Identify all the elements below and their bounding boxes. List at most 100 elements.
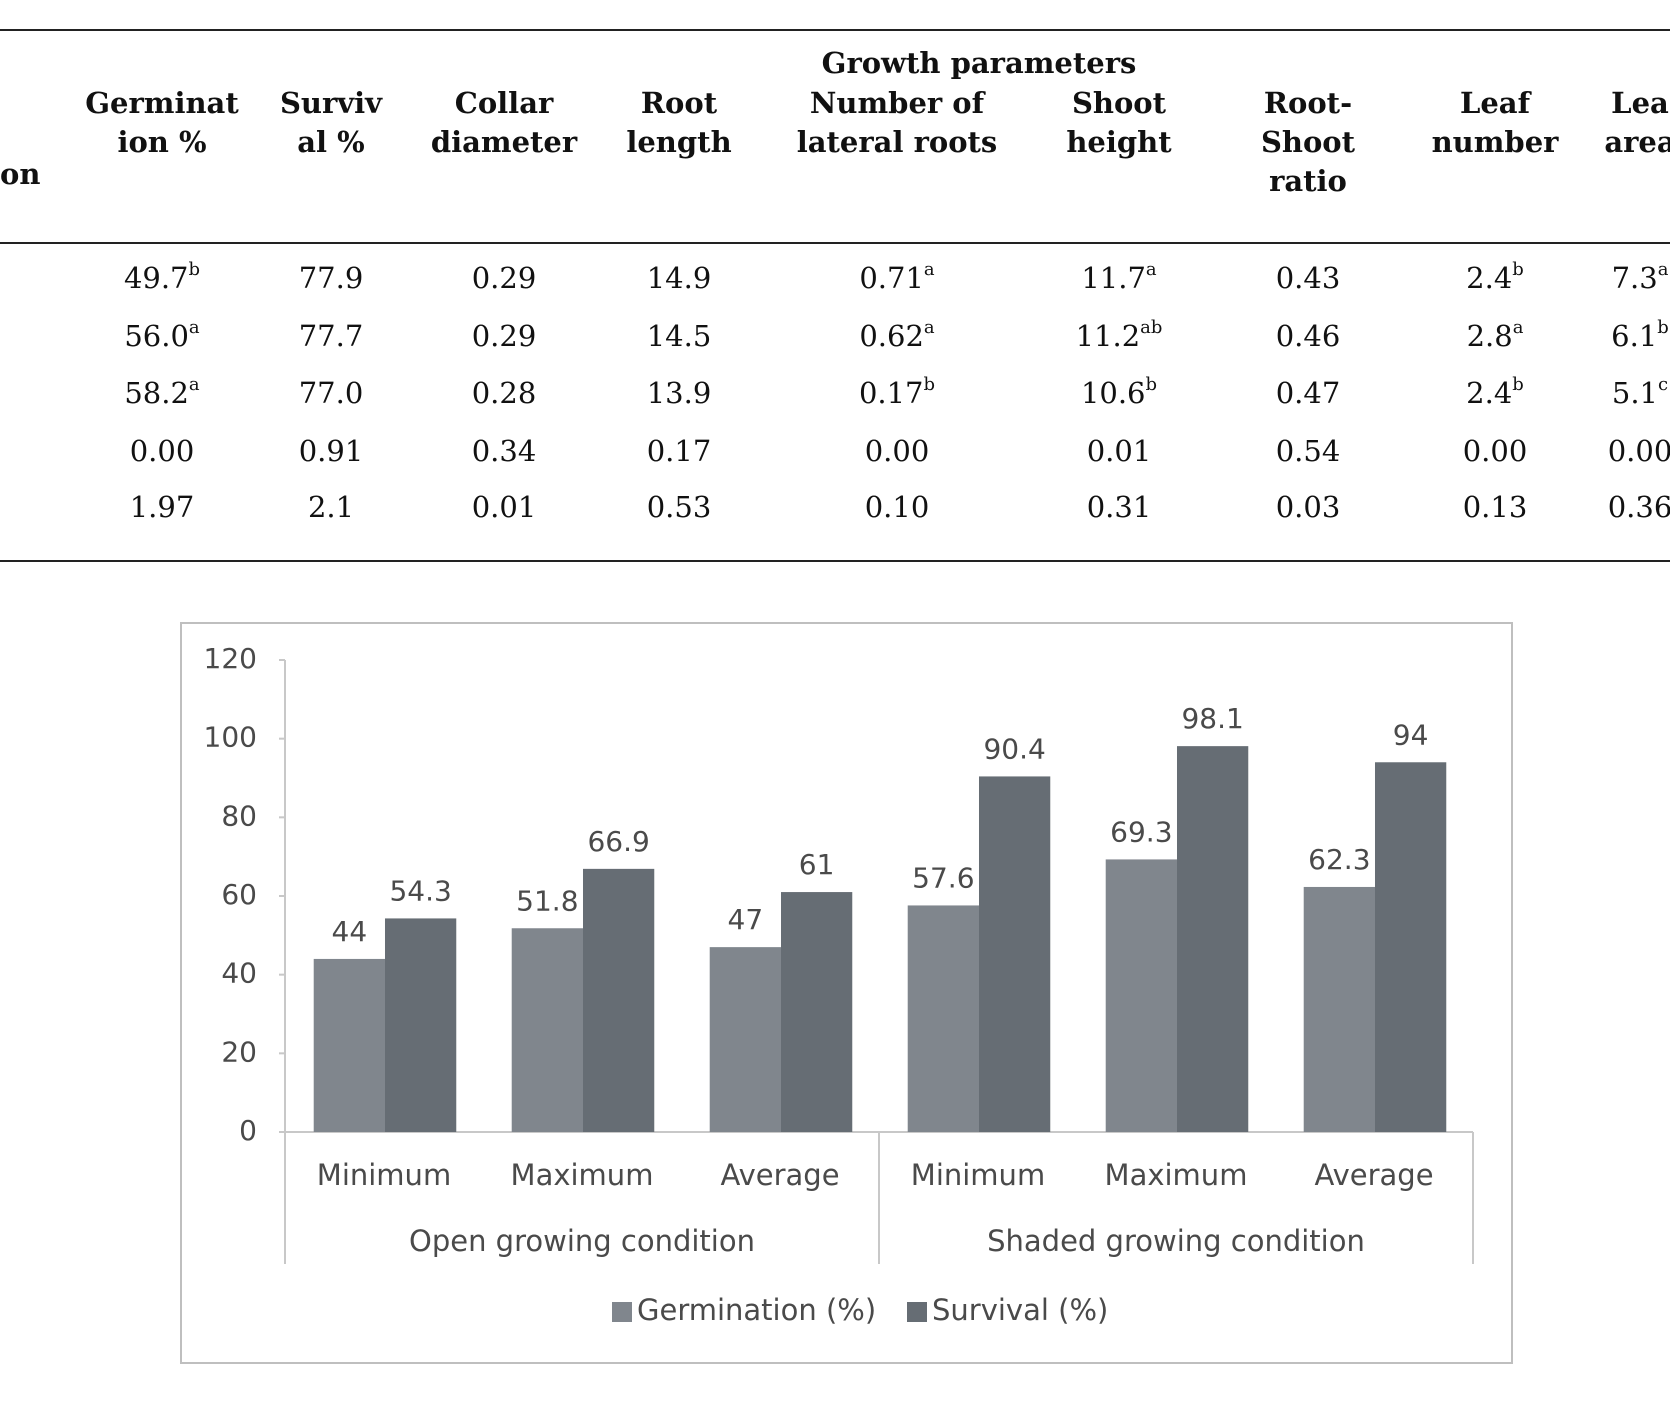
data-label: 62.3 [1308,843,1370,876]
cell-value: 77.9 [299,261,364,295]
table-cell: 0.13 [1463,490,1528,524]
table-cell: 13.9 [647,376,712,410]
cell-value: 0.53 [647,490,712,524]
table-cell: 0.00 [1608,434,1670,468]
column-header: Lea [1611,86,1669,120]
data-label: 94 [1393,718,1429,751]
table-cell: 49.7b [124,259,200,295]
table-cell: 0.43 [1276,261,1341,295]
data-label: 69.3 [1110,815,1172,848]
cell-value: 14.5 [647,319,712,353]
y-tick-label: 20 [221,1035,257,1068]
y-tick-label: 60 [221,878,257,911]
cell-superscript: b [1512,374,1524,395]
table-cell: 56.0a [124,317,200,353]
cell-value: 0.34 [472,434,537,468]
cell-value: 11.7 [1081,261,1146,295]
cell-value: 0.00 [865,434,930,468]
table-cell: 0.31 [1087,490,1152,524]
cell-value: 0.54 [1276,434,1341,468]
table-cell: 0.17b [859,374,935,410]
table-cell: 5.1c [1612,374,1668,410]
cell-value: 13.9 [647,376,712,410]
data-label: 47 [728,903,764,936]
cell-value: 2.4 [1466,261,1512,295]
cell-value: 0.17 [647,434,712,468]
cell-superscript: a [1513,317,1524,338]
cell-value: 6.1 [1611,319,1657,353]
cell-value: 10.6 [1081,376,1146,410]
column-header: al % [297,125,364,159]
column-header: Root- [1264,86,1352,120]
cell-value: 56.0 [124,319,189,353]
column-header: number [1432,125,1560,159]
column-header: area [1604,125,1670,159]
y-tick-label: 40 [221,957,257,990]
table-cell: 10.6b [1081,374,1157,410]
table-cell: 11.2ab [1076,317,1163,353]
cell-superscript: b [1512,259,1524,280]
column-header: Leaf [1460,86,1533,120]
cell-value: 0.62 [859,319,924,353]
cell-value: 0.00 [1463,434,1528,468]
y-tick-label: 80 [221,799,257,832]
group-header: Growth parameters [822,46,1137,80]
cell-value: 0.01 [472,490,537,524]
cell-value: 0.10 [865,490,930,524]
cell-value: 0.46 [1276,319,1341,353]
data-label: 44 [332,915,368,948]
cell-value: 0.00 [1608,434,1670,468]
table-cell: 0.34 [472,434,537,468]
cell-superscript: a [189,317,200,338]
table-cell: 0.17 [647,434,712,468]
x-tick-label: Maximum [1105,1158,1248,1192]
table-cell: 0.00 [130,434,195,468]
table-cell: 0.28 [472,376,537,410]
table-cell: 0.46 [1276,319,1341,353]
cell-value: 0.43 [1276,261,1341,295]
table-cell: 2.4b [1466,374,1524,410]
cell-value: 58.2 [124,376,189,410]
table-cell: 0.53 [647,490,712,524]
table-cell: 77.9 [299,261,364,295]
table-cell: 2.1 [308,490,354,524]
column-header: diameter [431,125,578,159]
group-label: Shaded growing condition [987,1224,1365,1258]
cell-superscript: c [1658,374,1668,395]
column-header: Root [641,86,718,120]
table-cell: 0.47 [1276,376,1341,410]
table-cell: 7.3a [1612,259,1669,295]
table-cell: 14.9 [647,261,712,295]
legend-swatch [907,1302,927,1322]
cell-superscript: a [1146,259,1157,280]
table-cell: 0.62a [859,317,935,353]
table-cell: 0.00 [1463,434,1528,468]
bar [709,947,781,1132]
column-header: Collar [455,86,554,120]
cell-value: 0.03 [1276,490,1341,524]
table-cell: 1.97 [130,490,195,524]
column-header: ion % [117,125,206,159]
bar [907,905,979,1132]
data-label: 54.3 [389,874,451,907]
cell-value: 0.29 [472,319,537,353]
cell-value: 77.0 [299,376,364,410]
cell-superscript: b [1657,317,1669,338]
column-header: Number of [810,86,987,120]
table-cell: 0.54 [1276,434,1341,468]
cell-value: 77.7 [299,319,364,353]
bar [313,958,385,1132]
data-label: 51.8 [516,884,578,917]
cell-value: 0.91 [299,434,364,468]
cell-value: 0.01 [1087,434,1152,468]
cell-superscript: a [924,259,935,280]
x-tick-label: Minimum [911,1158,1045,1192]
stub-header: on [0,157,40,191]
table-cell: 6.1b [1611,317,1669,353]
table-cell: 2.8a [1467,317,1524,353]
table-cell: 0.03 [1276,490,1341,524]
cell-value: 0.00 [130,434,195,468]
